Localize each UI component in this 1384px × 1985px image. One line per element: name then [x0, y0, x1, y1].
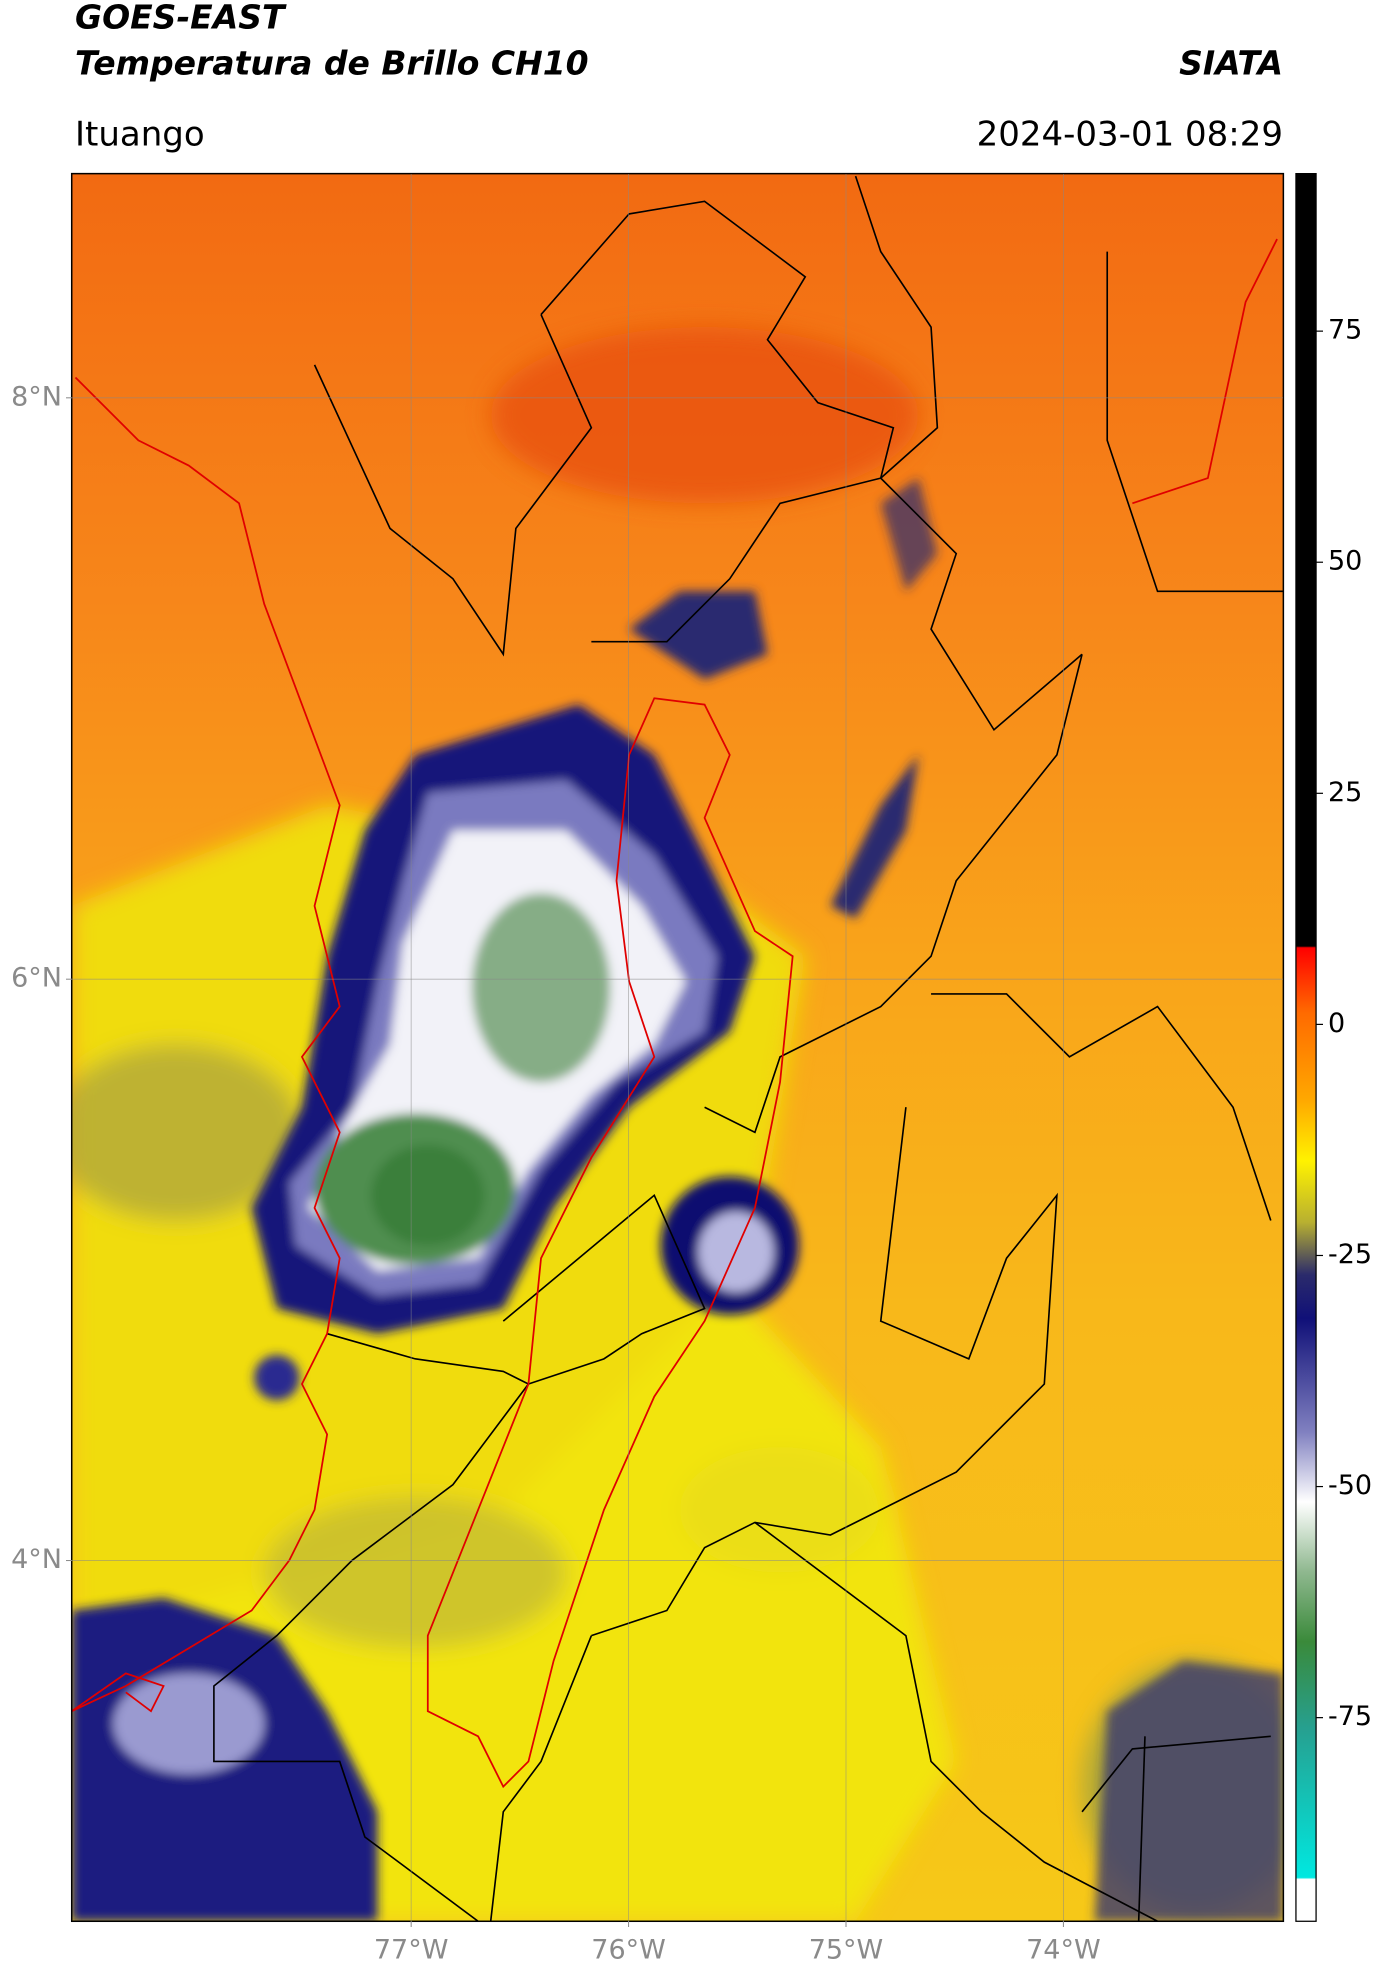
colorbar-tick-label: 50: [1328, 546, 1362, 577]
y-tick-label: 4°N: [11, 1544, 62, 1575]
subtitle: Temperatura de Brillo CH10: [75, 44, 589, 83]
title: GOES-EAST: [75, 0, 287, 37]
x-tick-label: 74°W: [1026, 1935, 1101, 1966]
satellite-image: [70, 172, 1317, 1923]
x-tick-label: 76°W: [591, 1935, 666, 1966]
colorbar-tick-label: 75: [1328, 315, 1362, 346]
colorbar-tick-label: -75: [1328, 1701, 1372, 1732]
y-tick-label: 8°N: [11, 381, 62, 412]
axes: 77°W 76°W 75°W 74°W 4°N 6°N 8°N -75 -50 -25 0 25 50 7…: [11, 174, 1372, 1966]
x-tick-label: 75°W: [809, 1935, 884, 1966]
source: SIATA: [1179, 44, 1283, 83]
colorbar-tick-label: -25: [1328, 1239, 1372, 1270]
y-tick-label: 6°N: [11, 963, 62, 994]
location: Ituango: [75, 115, 205, 155]
colorbar-tick-label: -50: [1328, 1470, 1372, 1501]
colorbar-tick-label: 0: [1328, 1008, 1345, 1039]
colorbar-tick-label: 25: [1328, 777, 1362, 808]
x-tick-label: 77°W: [374, 1935, 449, 1966]
timestamp: 2024-03-01 08:29: [977, 115, 1283, 155]
